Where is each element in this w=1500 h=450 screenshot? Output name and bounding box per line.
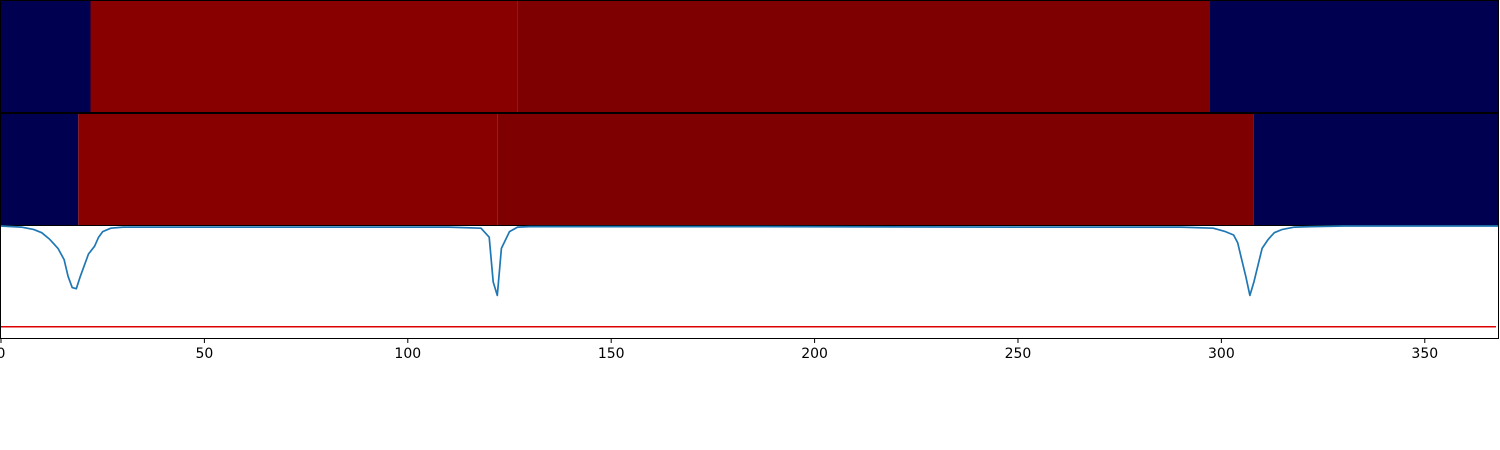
x-tick-label: 50 bbox=[195, 346, 213, 362]
x-tick-label: 100 bbox=[394, 346, 421, 362]
x-tick-label: 350 bbox=[1411, 346, 1438, 362]
top-heatmap-segment-2 bbox=[517, 1, 1210, 112]
x-tick-label: 250 bbox=[1005, 346, 1032, 362]
top-heatmap-segment-0 bbox=[1, 1, 91, 112]
middle-heatmap-segment-0 bbox=[1, 114, 79, 225]
top-panel-frame bbox=[0, 0, 1499, 113]
bottom-line-panel bbox=[0, 225, 1499, 339]
middle-heatmap-segment-2 bbox=[497, 114, 1254, 225]
top-heatmap-panel bbox=[0, 0, 1499, 113]
top-heatmap-segment-1 bbox=[90, 1, 518, 112]
x-tick-label: 150 bbox=[598, 346, 625, 362]
middle-heatmap-segment-3 bbox=[1253, 114, 1498, 225]
bottom-panel-frame bbox=[0, 225, 1499, 339]
x-tick-label: 300 bbox=[1208, 346, 1235, 362]
x-tick-label: 200 bbox=[801, 346, 828, 362]
series-line-0 bbox=[0, 225, 1498, 297]
middle-heatmap-segment-1 bbox=[78, 114, 498, 225]
top-heatmap-segment-3 bbox=[1209, 1, 1498, 112]
middle-heatmap-panel bbox=[0, 113, 1499, 226]
x-axis: 0 50 100 150 200 250 300 350 bbox=[0, 338, 1438, 362]
x-tick-label: 0 bbox=[0, 346, 5, 362]
